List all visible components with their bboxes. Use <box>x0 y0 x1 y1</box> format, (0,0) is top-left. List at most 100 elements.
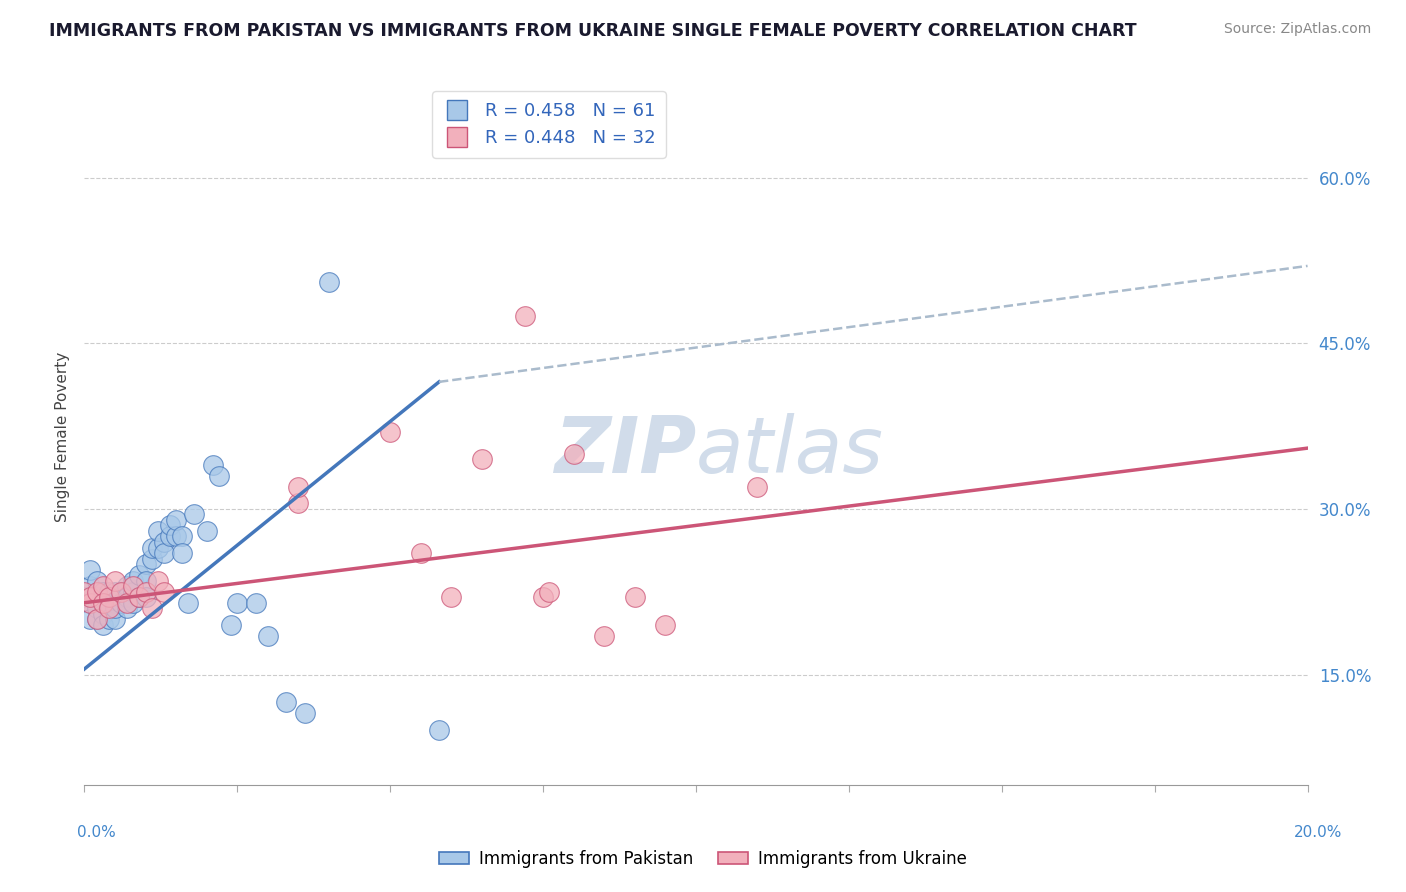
Point <box>97 591 120 605</box>
Point <box>146 541 169 555</box>
Point <box>531 591 554 605</box>
Point <box>153 546 176 560</box>
Text: 0.0%: 0.0% <box>77 825 117 840</box>
Point <box>73 584 96 599</box>
Point <box>128 568 150 582</box>
Point <box>208 468 231 483</box>
Point <box>110 596 132 610</box>
Point <box>219 617 242 632</box>
Point <box>177 596 200 610</box>
Point <box>79 612 101 626</box>
Point <box>115 601 138 615</box>
Point <box>201 458 224 472</box>
Point <box>128 591 150 605</box>
Point <box>380 425 402 439</box>
Point <box>122 584 145 599</box>
Point <box>287 480 309 494</box>
Point <box>141 541 163 555</box>
Point <box>73 591 96 605</box>
Text: ZIP: ZIP <box>554 413 696 489</box>
Legend: Immigrants from Pakistan, Immigrants from Ukraine: Immigrants from Pakistan, Immigrants fro… <box>432 844 974 875</box>
Point <box>562 447 585 461</box>
Point <box>122 579 145 593</box>
Point <box>97 596 120 610</box>
Y-axis label: Single Female Poverty: Single Female Poverty <box>55 352 70 522</box>
Point <box>159 518 181 533</box>
Point <box>409 546 432 560</box>
Point <box>86 612 108 626</box>
Point <box>86 612 108 626</box>
Point <box>86 601 108 615</box>
Point <box>86 584 108 599</box>
Point <box>245 596 267 610</box>
Point <box>153 584 176 599</box>
Point <box>115 579 138 593</box>
Point <box>104 601 127 615</box>
Point <box>91 596 114 610</box>
Point <box>86 574 108 588</box>
Point <box>104 574 127 588</box>
Point <box>97 612 120 626</box>
Point <box>104 584 127 599</box>
Point <box>97 601 120 615</box>
Point <box>135 557 157 571</box>
Point <box>97 584 120 599</box>
Point <box>159 529 181 543</box>
Point <box>146 524 169 538</box>
Point <box>110 591 132 605</box>
Point <box>513 309 536 323</box>
Point <box>654 617 676 632</box>
Point <box>183 508 205 522</box>
Point <box>135 591 157 605</box>
Point <box>86 584 108 599</box>
Point <box>91 584 114 599</box>
Point <box>471 452 494 467</box>
Point <box>172 546 194 560</box>
Point <box>287 496 309 510</box>
Text: IMMIGRANTS FROM PAKISTAN VS IMMIGRANTS FROM UKRAINE SINGLE FEMALE POVERTY CORREL: IMMIGRANTS FROM PAKISTAN VS IMMIGRANTS F… <box>49 22 1137 40</box>
Point <box>172 529 194 543</box>
Text: 20.0%: 20.0% <box>1295 825 1343 840</box>
Text: Source: ZipAtlas.com: Source: ZipAtlas.com <box>1223 22 1371 37</box>
Point <box>79 596 101 610</box>
Point <box>146 574 169 588</box>
Point <box>141 551 163 566</box>
Point <box>747 480 769 494</box>
Point <box>165 513 187 527</box>
Point <box>538 584 561 599</box>
Point <box>318 276 340 290</box>
Point <box>91 607 114 621</box>
Point <box>122 574 145 588</box>
Text: atlas: atlas <box>696 413 884 489</box>
Legend: R = 0.458   N = 61, R = 0.448   N = 32: R = 0.458 N = 61, R = 0.448 N = 32 <box>432 91 666 158</box>
Point <box>79 563 101 577</box>
Point <box>135 584 157 599</box>
Point <box>128 591 150 605</box>
Point <box>104 596 127 610</box>
Point <box>91 579 114 593</box>
Point <box>110 584 132 599</box>
Point <box>122 596 145 610</box>
Point <box>276 695 298 709</box>
Point <box>141 601 163 615</box>
Point <box>97 601 120 615</box>
Point <box>294 706 316 721</box>
Point <box>440 591 463 605</box>
Point <box>104 612 127 626</box>
Point <box>110 584 132 599</box>
Point <box>153 535 176 549</box>
Point <box>91 596 114 610</box>
Point <box>79 591 101 605</box>
Point <box>91 617 114 632</box>
Point <box>115 596 138 610</box>
Point <box>624 591 647 605</box>
Point <box>115 591 138 605</box>
Point <box>257 629 280 643</box>
Point <box>195 524 218 538</box>
Point <box>593 629 616 643</box>
Point <box>165 529 187 543</box>
Point <box>79 579 101 593</box>
Point <box>226 596 249 610</box>
Point <box>135 574 157 588</box>
Point <box>427 723 450 737</box>
